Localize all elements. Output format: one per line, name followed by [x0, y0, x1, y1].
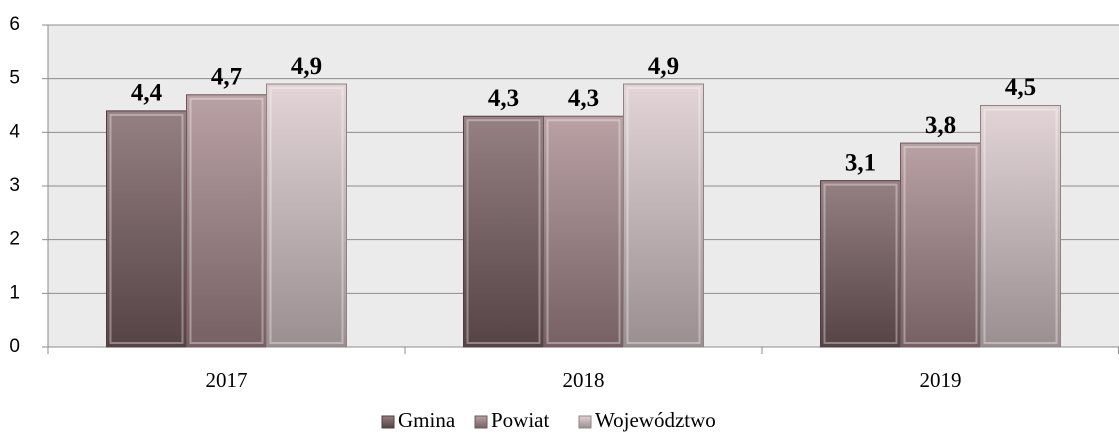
value-label: 3,1 [845, 149, 876, 176]
bar-bevel [269, 87, 344, 344]
bar-bevel [546, 119, 621, 344]
legend-label: Gmina [398, 408, 456, 432]
bar [623, 83, 704, 348]
bar [186, 94, 267, 348]
y-tick-label: 0 [9, 336, 20, 357]
y-tick-label: 3 [9, 175, 20, 196]
legend-swatch [381, 415, 395, 429]
y-tick-label: 1 [9, 282, 20, 303]
bar [463, 115, 544, 348]
x-tick-label: 2019 [920, 368, 962, 392]
x-tick-label: 2018 [563, 368, 605, 392]
bar [980, 105, 1061, 348]
value-label: 4,3 [568, 85, 599, 112]
value-label: 4,9 [291, 53, 322, 80]
legend-label: Powiat [491, 408, 550, 432]
y-tick-label: 6 [9, 14, 20, 35]
bar-bevel [903, 146, 978, 344]
bar-bevel [189, 97, 264, 345]
value-label: 4,9 [648, 53, 679, 80]
legend-swatch [474, 415, 488, 429]
bar-bevel [823, 183, 898, 344]
value-label: 4,4 [131, 80, 163, 107]
value-label: 4,5 [1005, 74, 1036, 101]
bar-bevel [109, 113, 184, 344]
bar-bevel [983, 108, 1058, 344]
bar [266, 83, 347, 348]
value-label: 4,7 [211, 64, 242, 91]
bar-bevel [466, 119, 541, 344]
y-tick-label: 4 [9, 121, 20, 142]
bar [106, 110, 187, 348]
value-label: 3,8 [925, 112, 956, 139]
bar [900, 142, 981, 348]
legend-swatch [578, 415, 592, 429]
x-tick-label: 2017 [206, 368, 248, 392]
bar [820, 180, 901, 348]
bar-bevel [626, 87, 701, 344]
y-tick-label: 5 [9, 68, 20, 89]
y-tick-label: 2 [9, 229, 20, 250]
bar [543, 115, 624, 348]
legend-label: Województwo [595, 408, 716, 432]
value-label: 4,3 [488, 85, 519, 112]
